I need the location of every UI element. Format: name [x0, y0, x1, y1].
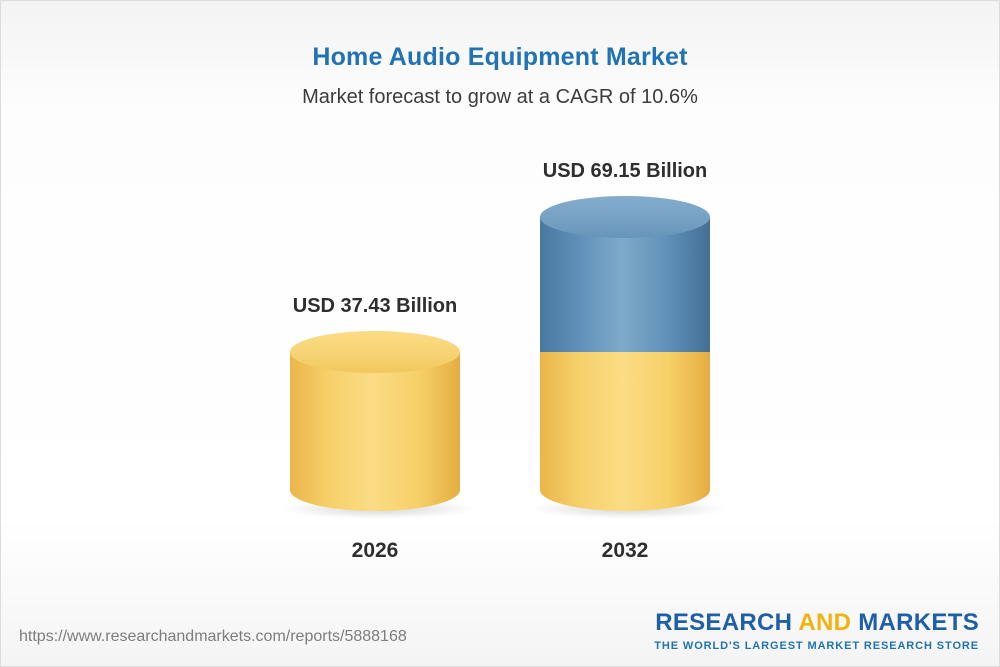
cylinder-segment-2032-growth: [540, 217, 710, 352]
research-and-markets-logo: RESEARCH AND MARKETS THE WORLD'S LARGEST…: [654, 609, 979, 652]
logo-word-markets: MARKETS: [858, 609, 979, 636]
cylinder-2032: [530, 196, 728, 519]
bar-2032: USD 69.15 Billion 2032: [530, 160, 728, 562]
cylinder-segment-2032-base: [540, 351, 710, 511]
bar-2026: USD 37.43 Billion 2026: [280, 294, 478, 562]
page-title: Home Audio Equipment Market: [312, 43, 688, 71]
cylinder-2026: [280, 330, 478, 519]
logo-wordmark: RESEARCH AND MARKETS: [654, 609, 979, 637]
value-label-2032: USD 69.15 Billion: [542, 160, 708, 183]
report-url: https://www.researchandmarkets.com/repor…: [19, 628, 407, 645]
cylinder-cap-2032: [540, 196, 710, 239]
logo-tagline: THE WORLD'S LARGEST MARKET RESEARCH STOR…: [654, 640, 979, 652]
cylinder-segment-2026-base: [290, 351, 460, 511]
category-label-2026: 2026: [351, 539, 399, 562]
logo-word-and: AND: [798, 609, 852, 636]
bar-chart: USD 37.43 Billion 2026 USD 69.15 Billion…: [1, 1, 999, 562]
logo-word-research: RESEARCH: [655, 609, 793, 636]
page-subtitle: Market forecast to grow at a CAGR of 10.…: [302, 86, 698, 108]
value-label-2026: USD 37.43 Billion: [292, 294, 458, 317]
cylinder-cap-2026: [290, 330, 460, 373]
chart-header: Home Audio Equipment Market Market forec…: [1, 43, 999, 109]
category-label-2032: 2032: [601, 539, 649, 562]
footer: https://www.researchandmarkets.com/repor…: [1, 602, 999, 666]
